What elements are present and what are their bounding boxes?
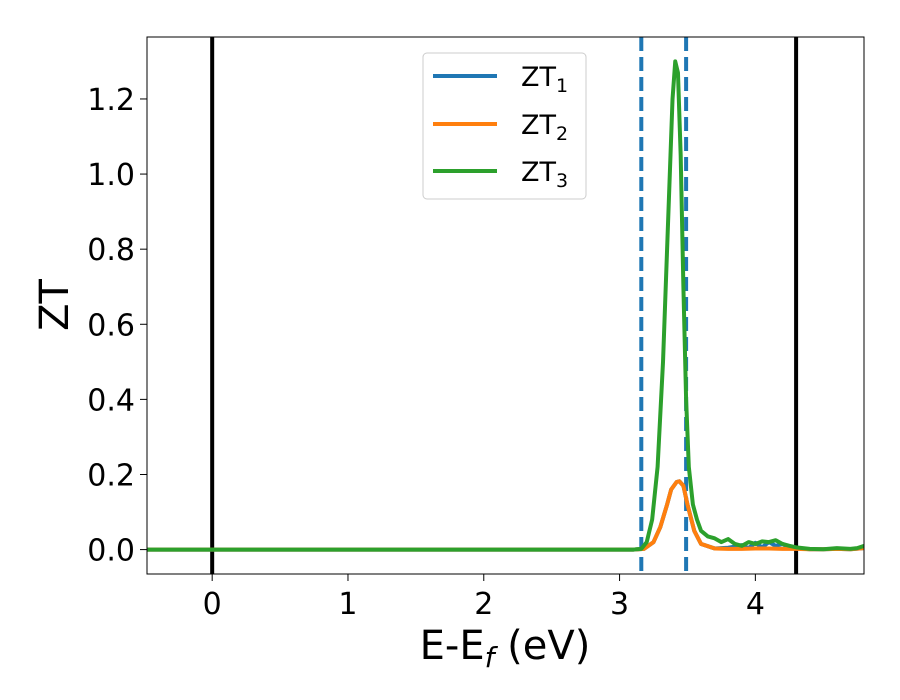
y-tick-label-3: 0.6 xyxy=(87,308,135,343)
x-tick-label-0: 0 xyxy=(203,587,222,622)
x-tick-label-4: 4 xyxy=(746,587,765,622)
legend: ZT1 ZT2 ZT3 xyxy=(422,52,587,200)
series-line-zt2 xyxy=(147,479,864,552)
x-tick-label-3: 3 xyxy=(610,587,629,622)
y-tick-label-5: 1.0 xyxy=(87,158,135,193)
x-axis-label: E-Ef (eV) xyxy=(420,623,591,674)
x-tick-label-2: 2 xyxy=(474,587,493,622)
y-tick-label-1: 0.2 xyxy=(87,458,135,493)
series-line-zt3 xyxy=(147,59,864,552)
y-tick-label-0: 0.0 xyxy=(87,534,135,569)
legend-label-zt2: ZT2 xyxy=(521,110,568,145)
x-tick-label-1: 1 xyxy=(338,587,357,622)
y-tick-label-6: 1.2 xyxy=(87,83,135,118)
legend-label-zt1: ZT1 xyxy=(521,62,568,97)
legend-box xyxy=(422,52,587,200)
y-tick-label-2: 0.4 xyxy=(87,383,135,418)
plot-frame xyxy=(146,36,865,575)
y-axis-label: ZT xyxy=(32,279,78,331)
y-tick-label-4: 0.8 xyxy=(87,233,135,268)
legend-label-zt3: ZT3 xyxy=(521,157,568,192)
series-line-zt1 xyxy=(147,479,864,552)
